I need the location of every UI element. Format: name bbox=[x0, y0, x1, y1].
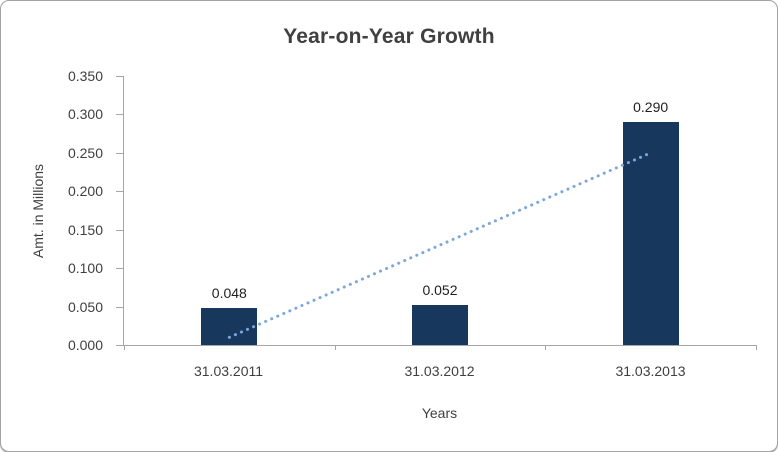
y-tick-mark bbox=[116, 191, 124, 193]
plot-area: 0.048 0.052 0.290 bbox=[116, 76, 757, 350]
x-axis-labels: 31.03.2011 31.03.2012 31.03.2013 bbox=[123, 363, 756, 379]
y-axis-ticks: 0.000 0.050 0.100 0.150 0.200 0.250 0.300 0.350 bbox=[51, 68, 113, 353]
x-tick-label: 31.03.2013 bbox=[615, 363, 686, 379]
bar-value-label: 0.052 bbox=[422, 282, 458, 299]
y-tick-label: 0.300 bbox=[67, 106, 103, 123]
y-tick-mark bbox=[116, 76, 124, 77]
y-tick-mark bbox=[116, 306, 124, 308]
y-tick-mark bbox=[116, 152, 124, 154]
trendline-svg bbox=[227, 151, 653, 339]
trendline bbox=[227, 151, 653, 339]
x-tick-label: 31.03.2012 bbox=[404, 363, 475, 379]
bar-value-label: 0.048 bbox=[211, 285, 247, 302]
y-tick-label: 0.100 bbox=[67, 260, 103, 277]
x-tick-mark bbox=[334, 345, 336, 350]
bar bbox=[622, 122, 679, 345]
y-tick-mark bbox=[116, 345, 124, 346]
y-tick-mark bbox=[116, 114, 124, 116]
x-axis-title: Years bbox=[421, 405, 458, 421]
y-tick-label: 0.000 bbox=[67, 337, 103, 353]
x-tick-mark bbox=[545, 345, 547, 350]
y-tick-label: 0.200 bbox=[67, 183, 103, 200]
y-tick-label: 0.250 bbox=[67, 144, 103, 161]
bar bbox=[412, 305, 468, 345]
x-tick-mark bbox=[756, 345, 757, 350]
y-tick-label: 0.150 bbox=[67, 221, 103, 238]
chart-title: Year-on-Year Growth bbox=[283, 25, 495, 48]
y-tick-mark bbox=[116, 229, 124, 231]
y-tick-label: 0.050 bbox=[67, 298, 103, 315]
y-tick-label: 0.350 bbox=[67, 68, 103, 84]
y-tick-mark bbox=[116, 268, 124, 270]
bar bbox=[201, 308, 258, 345]
x-tick-mark bbox=[124, 345, 125, 350]
x-tick-label: 31.03.2011 bbox=[193, 363, 264, 379]
bar-value-label: 0.290 bbox=[633, 99, 669, 116]
y-axis-title: Amt. in Millions bbox=[30, 163, 46, 259]
